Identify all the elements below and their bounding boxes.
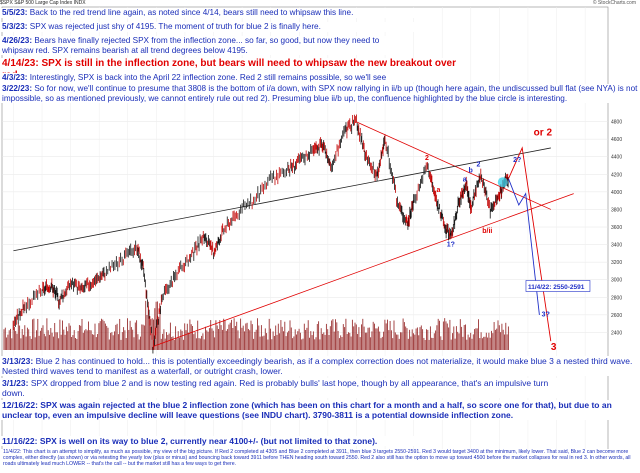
- annotation-text: SPX dropped from blue 2 and is now testi…: [2, 378, 549, 398]
- y-tick-label: 2800: [611, 295, 622, 301]
- wave-label: a: [436, 187, 440, 194]
- y-tick-label: 4800: [611, 120, 622, 126]
- wave-label: 3: [551, 342, 557, 353]
- wave-label: b/ii: [482, 228, 492, 235]
- annotation-date: 5/5/23:: [2, 8, 28, 17]
- annotation-date: 5/3/23:: [2, 22, 28, 31]
- y-tick-label: 3000: [611, 278, 622, 284]
- chart-header: $SPX S&P 500 Large Cap Index INDX: [0, 0, 640, 7]
- annotation-text: SPX was rejected just shy of 4195. The m…: [27, 22, 321, 31]
- y-tick-label: 4200: [611, 172, 622, 178]
- footer-note: 11/4/22: This chart is an attempt to sim…: [0, 449, 640, 473]
- projection-path: [508, 178, 540, 315]
- chart-annotation: 4/26/23: Bears have finally rejected SPX…: [0, 36, 405, 56]
- y-tick-label: 4600: [611, 137, 622, 143]
- wave-label: 2?: [513, 157, 521, 164]
- wave-label: a: [463, 176, 467, 183]
- index-name: S&P 500 Large Cap Index INDX: [14, 0, 86, 6]
- wave-label: or 2: [534, 128, 553, 139]
- chart-annotation: 3/22/23: So for now, we'll continue to p…: [0, 84, 640, 104]
- annotation-date: 4/3/23:: [2, 73, 28, 82]
- y-tick-label: 3400: [611, 243, 622, 249]
- confluence-circle: [497, 177, 508, 188]
- chart-annotation: 12/16/22: SPX was again rejected at the …: [0, 400, 640, 420]
- wave-label: 2: [425, 155, 429, 162]
- annotation-date: 3/13/23:: [2, 356, 34, 366]
- chart-annotation: 3/1/23: SPX dropped from blue 2 and is n…: [0, 378, 560, 398]
- annotation-date: 4/14/23:: [2, 58, 39, 69]
- annotation-text: Blue 2 has continued to hold... this is …: [2, 356, 633, 376]
- target-box-label: 11/4/22: 2550-2591: [528, 284, 585, 291]
- watermark: © StockCharts.com: [592, 0, 636, 6]
- annotation-date: 3/22/23:: [2, 84, 33, 93]
- target-box: [525, 280, 591, 292]
- y-tick-label: 3200: [611, 260, 622, 266]
- chart-annotation: 5/3/23: SPX was rejected just shy of 419…: [0, 22, 420, 32]
- annotation-text: Back to the red trend line again, as not…: [27, 8, 354, 17]
- wave-label: b: [469, 168, 473, 175]
- chart-annotation: 5/5/23: Back to the red trend line again…: [0, 8, 430, 18]
- annotation-date: 11/16/22:: [2, 436, 38, 446]
- annotation-text: Bears have finally rejected SPX from the…: [2, 36, 380, 55]
- y-tick-label: 3800: [611, 207, 622, 213]
- annotation-date: 3/1/23:: [2, 378, 29, 388]
- y-tick-label: 2600: [611, 313, 622, 319]
- trend-line: [13, 147, 551, 252]
- wave-label: 3?: [542, 312, 550, 319]
- wave-label: 1?: [447, 241, 455, 248]
- trend-line: [152, 193, 574, 347]
- wave-label: 2: [477, 161, 481, 168]
- chart-annotation: 11/16/22: SPX is well on its way to blue…: [0, 436, 420, 446]
- annotation-text: SPX is well on its way to blue 2, curren…: [37, 436, 378, 446]
- y-tick-label: 4400: [611, 155, 622, 161]
- annotation-text: So for now, we'll continue to presume th…: [2, 84, 638, 103]
- annotation-text: SPX was again rejected at the blue 2 inf…: [2, 400, 612, 420]
- chart-annotation: 3/13/23: Blue 2 has continued to hold...…: [0, 356, 640, 376]
- annotation-date: 4/26/23:: [2, 36, 33, 45]
- y-tick-label: 3600: [611, 225, 622, 231]
- projection-path: [508, 146, 552, 342]
- symbol-label: $SPX: [0, 0, 13, 6]
- trend-line: [356, 121, 551, 210]
- annotation-date: 12/16/22:: [2, 400, 38, 410]
- y-tick-label: 2400: [611, 330, 622, 336]
- wave-label: 1: [404, 217, 408, 224]
- y-tick-label: 4000: [611, 190, 622, 196]
